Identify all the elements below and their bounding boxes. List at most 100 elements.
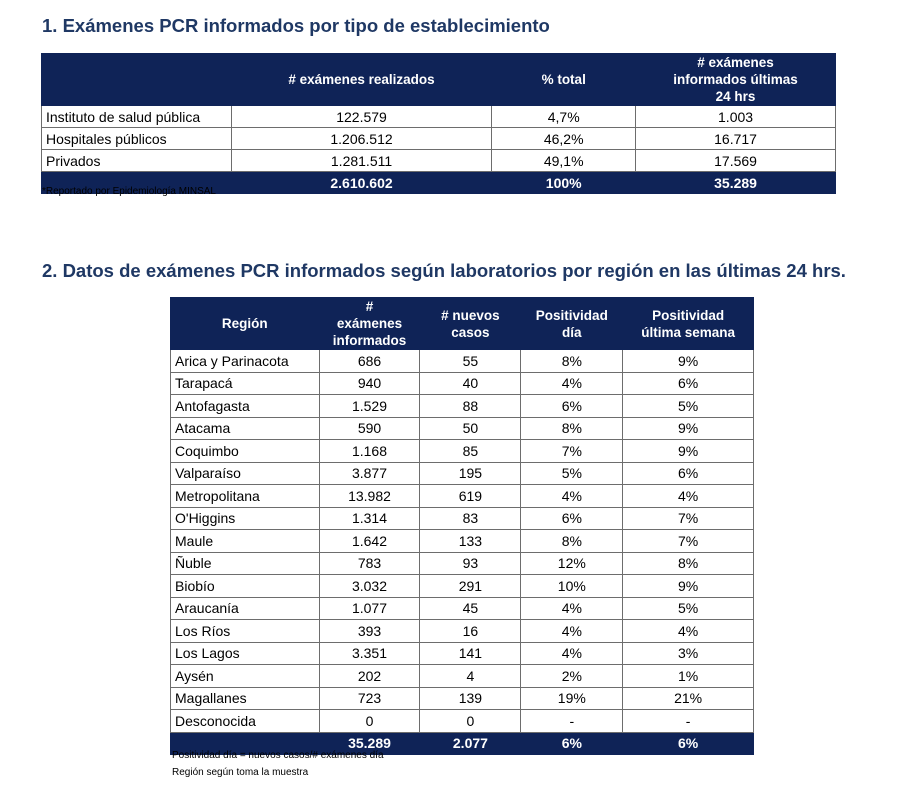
- examenes-cell: 1.529: [318, 394, 421, 418]
- table-row: Los Lagos 3.351 141 4% 3%: [170, 641, 754, 665]
- total-pct-cell: 100%: [491, 171, 637, 194]
- table-header-row: # exámenes realizados % total # exámenes…: [41, 53, 836, 106]
- examenes-cell: 393: [318, 619, 421, 643]
- casos-cell: 85: [419, 439, 522, 463]
- casos-cell: 88: [419, 394, 522, 418]
- examenes-cell: 1.642: [318, 529, 421, 553]
- positividad-dia-cell: 2%: [520, 664, 624, 688]
- examenes-cell: 723: [318, 686, 421, 710]
- section2-footnote-region: Región según toma la muestra: [172, 767, 309, 778]
- casos-cell: 291: [419, 574, 522, 598]
- positividad-dia-cell: 5%: [520, 461, 624, 485]
- examenes-cell: 0: [318, 709, 421, 733]
- table-row: O'Higgins 1.314 83 6% 7%: [170, 506, 754, 530]
- header-cell: # exámenes realizados: [230, 53, 493, 106]
- positividad-dia-cell: -: [520, 709, 624, 733]
- positividad-semana-cell: 9%: [622, 416, 754, 440]
- pct-total-cell: 4,7%: [491, 105, 637, 128]
- casos-cell: 195: [419, 461, 522, 485]
- casos-cell: 0: [419, 709, 522, 733]
- region-cell: Atacama: [170, 416, 320, 440]
- pcr-by-region-table: Región # exámenes informados # nuevos ca…: [170, 297, 754, 755]
- header-cell: [41, 53, 232, 106]
- positividad-dia-cell: 8%: [520, 529, 624, 553]
- pct-total-cell: 46,2%: [491, 127, 637, 150]
- examenes-cell: 940: [318, 371, 421, 395]
- region-cell: Maule: [170, 529, 320, 553]
- positividad-dia-cell: 19%: [520, 686, 624, 710]
- examenes-cell: 1.168: [318, 439, 421, 463]
- region-cell: Tarapacá: [170, 371, 320, 395]
- positividad-semana-cell: 7%: [622, 506, 754, 530]
- header-cell: # nuevos casos: [419, 297, 522, 350]
- total-region-cell: [170, 731, 320, 755]
- ultimas24-cell: 1.003: [635, 105, 836, 128]
- total-ultimas24-cell: 35.289: [635, 171, 836, 194]
- examenes-cell: 3.351: [318, 641, 421, 665]
- region-cell: Desconocida: [170, 709, 320, 733]
- positividad-dia-cell: 7%: [520, 439, 624, 463]
- total-positividad-semana-cell: 6%: [622, 731, 754, 755]
- table-row: Arica y Parinacota 686 55 8% 9%: [170, 349, 754, 373]
- table-row: Biobío 3.032 291 10% 9%: [170, 574, 754, 598]
- positividad-semana-cell: 6%: [622, 371, 754, 395]
- casos-cell: 93: [419, 551, 522, 575]
- positividad-dia-cell: 6%: [520, 394, 624, 418]
- positividad-semana-cell: 3%: [622, 641, 754, 665]
- positividad-semana-cell: 21%: [622, 686, 754, 710]
- section2-footnote-positividad: Positividad día = nuevos casos/# exámene…: [172, 750, 384, 761]
- table-row: Aysén 202 4 2% 1%: [170, 664, 754, 688]
- section2-title: 2. Datos de exámenes PCR informados segú…: [42, 260, 846, 281]
- positividad-semana-cell: 9%: [622, 349, 754, 373]
- casos-cell: 50: [419, 416, 522, 440]
- header-cell: Región: [170, 297, 320, 350]
- total-positividad-dia-cell: 6%: [520, 731, 624, 755]
- positividad-dia-cell: 8%: [520, 416, 624, 440]
- table-header-row: Región # exámenes informados # nuevos ca…: [170, 297, 754, 350]
- examenes-cell: 3.877: [318, 461, 421, 485]
- region-cell: Aysén: [170, 664, 320, 688]
- examenes-cell: 590: [318, 416, 421, 440]
- positividad-dia-cell: 6%: [520, 506, 624, 530]
- region-cell: Valparaíso: [170, 461, 320, 485]
- positividad-semana-cell: -: [622, 709, 754, 733]
- casos-cell: 139: [419, 686, 522, 710]
- positividad-dia-cell: 4%: [520, 619, 624, 643]
- ultimas24-cell: 16.717: [635, 127, 836, 150]
- casos-cell: 619: [419, 484, 522, 508]
- examenes-cell: 686: [318, 349, 421, 373]
- table-row: Maule 1.642 133 8% 7%: [170, 529, 754, 553]
- table-row: Coquimbo 1.168 85 7% 9%: [170, 439, 754, 463]
- positividad-semana-cell: 1%: [622, 664, 754, 688]
- header-cell: % total: [491, 53, 637, 106]
- examenes-cell: 202: [318, 664, 421, 688]
- table-row: Atacama 590 50 8% 9%: [170, 416, 754, 440]
- table-row: Araucanía 1.077 45 4% 5%: [170, 596, 754, 620]
- total-row: 2.610.602 100% 35.289: [41, 171, 836, 194]
- casos-cell: 83: [419, 506, 522, 530]
- table-row: Tarapacá 940 40 4% 6%: [170, 371, 754, 395]
- table-row: Ñuble 783 93 12% 8%: [170, 551, 754, 575]
- region-cell: Magallanes: [170, 686, 320, 710]
- table-row: Desconocida 0 0- -: [170, 709, 754, 733]
- region-cell: Coquimbo: [170, 439, 320, 463]
- examenes-cell: 3.032: [318, 574, 421, 598]
- header-cell: # exámenes informados últimas 24 hrs: [635, 53, 836, 106]
- positividad-semana-cell: 8%: [622, 551, 754, 575]
- casos-cell: 133: [419, 529, 522, 553]
- section1-title: 1. Exámenes PCR informados por tipo de e…: [42, 15, 550, 36]
- positividad-dia-cell: 4%: [520, 371, 624, 395]
- table-row: Antofagasta 1.529 88 6% 5%: [170, 394, 754, 418]
- establishment-cell: Instituto de salud pública: [41, 105, 232, 128]
- table-row: Metropolitana 13.982 619 4% 4%: [170, 484, 754, 508]
- positividad-dia-cell: 12%: [520, 551, 624, 575]
- region-cell: Los Ríos: [170, 619, 320, 643]
- total-examenes-cell: 35.289: [318, 731, 421, 755]
- positividad-dia-cell: 4%: [520, 641, 624, 665]
- casos-cell: 16: [419, 619, 522, 643]
- pct-total-cell: 49,1%: [491, 149, 637, 172]
- examenes-cell: 13.982: [318, 484, 421, 508]
- region-cell: Biobío: [170, 574, 320, 598]
- table-row: Instituto de salud pública 122.579 4,7% 1.0…: [41, 105, 836, 128]
- examenes-cell: 783: [318, 551, 421, 575]
